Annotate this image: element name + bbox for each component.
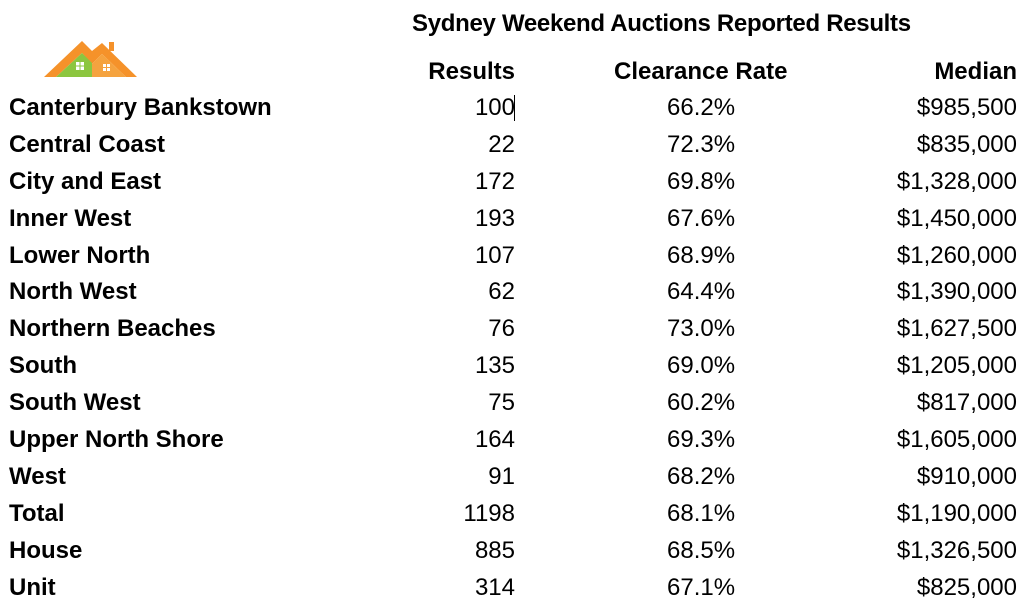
table-row: Inner West 193 67.6% $1,450,000 bbox=[0, 201, 1032, 238]
region-cell: Inner West bbox=[9, 204, 132, 232]
median-cell: $835,000 bbox=[916, 130, 1017, 158]
results-cell: 135 bbox=[474, 352, 515, 380]
table-row: Central Coast 22 72.3% $835,000 bbox=[0, 127, 1032, 164]
results-cell: 22 bbox=[488, 130, 515, 158]
house-roof-logo-icon bbox=[44, 41, 137, 77]
results-cell: 100 bbox=[474, 94, 515, 121]
table-row: West 91 68.2% $910,000 bbox=[0, 459, 1032, 496]
clearance-rate-cell: 68.1% bbox=[667, 499, 736, 527]
column-header-clearance-rate: Clearance Rate bbox=[614, 58, 788, 85]
region-cell: Northern Beaches bbox=[9, 315, 216, 343]
clearance-rate-cell: 68.5% bbox=[667, 536, 736, 564]
region-cell: South West bbox=[9, 389, 141, 417]
results-table: Canterbury Bankstown 100 66.2% $985,500 Cent… bbox=[0, 90, 1032, 606]
table-row: Upper North Shore 164 69.3% $1,605,000 bbox=[0, 422, 1032, 459]
clearance-rate-cell: 67.6% bbox=[667, 204, 736, 232]
clearance-rate-cell: 69.0% bbox=[667, 352, 736, 380]
table-row: North West 62 64.4% $1,390,000 bbox=[0, 274, 1032, 311]
clearance-rate-cell: 60.2% bbox=[667, 389, 736, 417]
results-cell: 885 bbox=[474, 536, 515, 564]
clearance-rate-cell: 73.0% bbox=[667, 315, 736, 343]
table-row: South West 75 60.2% $817,000 bbox=[0, 385, 1032, 422]
median-cell: $1,326,500 bbox=[896, 536, 1017, 564]
results-cell: 76 bbox=[488, 315, 515, 343]
region-cell: West bbox=[9, 462, 66, 490]
results-cell: 107 bbox=[474, 241, 515, 269]
clearance-rate-cell: 68.2% bbox=[667, 462, 736, 490]
table-row: Lower North 107 68.9% $1,260,000 bbox=[0, 238, 1032, 275]
clearance-rate-cell: 72.3% bbox=[667, 130, 736, 158]
region-cell: Canterbury Bankstown bbox=[9, 94, 272, 121]
region-cell: Lower North bbox=[9, 241, 151, 269]
median-cell: $1,627,500 bbox=[896, 315, 1017, 343]
clearance-rate-cell: 69.8% bbox=[667, 167, 736, 195]
results-cell: 314 bbox=[474, 573, 515, 601]
clearance-rate-cell: 67.1% bbox=[667, 573, 736, 601]
median-cell: $1,190,000 bbox=[896, 499, 1017, 527]
results-cell: 62 bbox=[488, 278, 515, 306]
region-cell: Total bbox=[9, 499, 65, 527]
region-cell: Central Coast bbox=[9, 130, 166, 158]
median-cell: $817,000 bbox=[916, 389, 1017, 417]
region-cell: South bbox=[9, 352, 77, 380]
column-header-results: Results bbox=[428, 58, 515, 85]
region-cell: House bbox=[9, 536, 83, 564]
median-cell: $1,205,000 bbox=[896, 352, 1017, 380]
table-row: Canterbury Bankstown 100 66.2% $985,500 bbox=[0, 90, 1032, 127]
table-row: Total 1198 68.1% $1,190,000 bbox=[0, 496, 1032, 533]
median-cell: $1,328,000 bbox=[896, 167, 1017, 195]
page-title: Sydney Weekend Auctions Reported Results bbox=[412, 10, 911, 37]
median-cell: $985,500 bbox=[916, 94, 1017, 121]
median-cell: $825,000 bbox=[916, 573, 1017, 601]
table-row: City and East 172 69.8% $1,328,000 bbox=[0, 164, 1032, 201]
clearance-rate-cell: 64.4% bbox=[667, 278, 736, 306]
median-cell: $1,390,000 bbox=[896, 278, 1017, 306]
results-cell: 193 bbox=[474, 204, 515, 232]
median-cell: $1,605,000 bbox=[896, 426, 1017, 454]
table-row: House 885 68.5% $1,326,500 bbox=[0, 533, 1032, 570]
clearance-rate-cell: 66.2% bbox=[667, 94, 736, 121]
table-row: Northern Beaches 76 73.0% $1,627,500 bbox=[0, 311, 1032, 348]
column-header-median: Median bbox=[934, 58, 1017, 85]
clearance-rate-cell: 68.9% bbox=[667, 241, 736, 269]
results-cell: 164 bbox=[474, 426, 515, 454]
region-cell: North West bbox=[9, 278, 137, 306]
results-cell: 91 bbox=[488, 462, 515, 490]
median-cell: $910,000 bbox=[916, 462, 1017, 490]
region-cell: City and East bbox=[9, 167, 162, 195]
region-cell: Upper North Shore bbox=[9, 426, 224, 454]
region-cell: Unit bbox=[9, 573, 56, 601]
text-cursor bbox=[514, 95, 515, 121]
median-cell: $1,450,000 bbox=[896, 204, 1017, 232]
table-row: South 135 69.0% $1,205,000 bbox=[0, 348, 1032, 385]
results-cell: 172 bbox=[474, 167, 515, 195]
table-row: Unit 314 67.1% $825,000 bbox=[0, 570, 1032, 607]
median-cell: $1,260,000 bbox=[896, 241, 1017, 269]
results-cell: 75 bbox=[488, 389, 515, 417]
results-cell: 1198 bbox=[463, 499, 515, 527]
clearance-rate-cell: 69.3% bbox=[667, 426, 736, 454]
